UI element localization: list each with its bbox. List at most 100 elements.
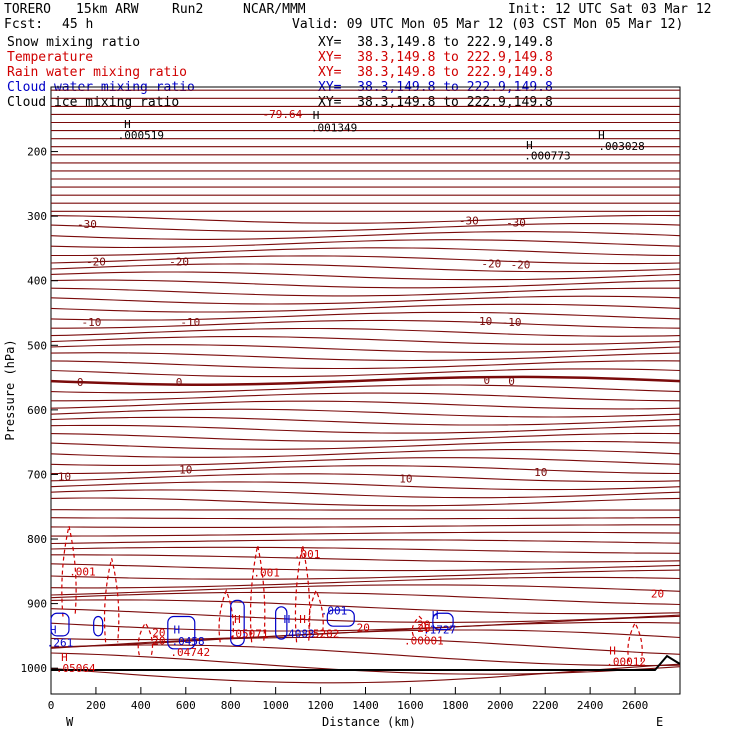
temperature-isotherm: [51, 531, 681, 537]
hydrometeor-contours: [50, 525, 643, 662]
x-tick-label: 400: [131, 699, 151, 712]
annotation-label: .003028: [598, 140, 644, 153]
east-endpoint: E: [656, 715, 663, 729]
x-tick-label: 800: [221, 699, 241, 712]
temperature-isotherm: [50, 400, 681, 410]
contour-label: -30: [506, 217, 526, 230]
annotation-label: .00012: [606, 656, 646, 669]
temperature-isotherm: [51, 465, 681, 475]
annotation-label: .05064: [56, 662, 96, 675]
annotation-label: 20: [417, 622, 430, 635]
annotation-label: H: [50, 623, 57, 636]
field-xy-temperature: XY= 38.3,149.8 to 222.9,149.8: [318, 50, 553, 65]
forecast-label: Fcst:: [4, 17, 44, 32]
annotation-label: -79.64: [263, 108, 303, 121]
y-tick-label: 500: [27, 339, 47, 352]
annotation-label: .001: [253, 567, 280, 580]
temperature-isotherm: [50, 344, 681, 353]
x-tick-label: 2600: [622, 699, 649, 712]
contour-label: 20: [152, 627, 165, 640]
cloud-water-contour: [326, 609, 355, 627]
annotation-label: .001: [294, 548, 321, 561]
annotation-label: H: [299, 613, 306, 626]
terrain-line: [51, 654, 681, 671]
contour-label: 0: [483, 374, 490, 387]
contour-label: 20: [651, 587, 664, 600]
x-tick-label: 1800: [442, 699, 469, 712]
x-axis: 0 200 400 600 800 1000 1200 1400 1600 1800 2000 220…: [48, 687, 649, 712]
temperature-isotherm: [50, 303, 681, 313]
temperature-isotherm: [50, 352, 681, 362]
annotation-label: H: [173, 623, 180, 636]
cloud-water-contour: [167, 615, 196, 650]
temperature-isotherm: [50, 239, 681, 249]
forecast-hour: 45 h: [62, 17, 94, 32]
annotations: -79.64H.000519H.001349H.000773H.003028.0…: [47, 108, 646, 675]
temperature-isotherm: [50, 481, 681, 491]
temperature-isotherm: [50, 271, 681, 281]
rain-water-contour: [411, 615, 428, 637]
temperature-isotherm: [50, 279, 681, 289]
temperature-isotherm: [50, 440, 681, 450]
annotation-label: H: [313, 109, 320, 122]
contour-label: 0: [77, 376, 84, 389]
x-tick-label: 1600: [397, 699, 424, 712]
annotation-label: H: [526, 139, 533, 152]
contour-label: -10: [81, 316, 101, 329]
field-xy-snow: XY= 38.3,149.8 to 222.9,149.8: [318, 35, 553, 50]
x-tick-label: 200: [86, 699, 106, 712]
rain-water-contour: [218, 589, 234, 643]
y-tick-label: 400: [27, 275, 47, 288]
temperature-isotherm: [50, 255, 681, 265]
y-tick-label: 800: [27, 533, 47, 546]
annotation-label: .000773: [524, 149, 570, 162]
model-name: TORERO: [4, 2, 51, 17]
temperature-isotherm: [50, 591, 681, 606]
x-tick-label: 2400: [577, 699, 604, 712]
y-tick-label: 600: [27, 404, 47, 417]
contour-label: -30: [459, 215, 479, 228]
annotation-label: .5282: [306, 627, 339, 640]
temperature-isotherm: [50, 214, 681, 224]
contour-label: 0: [176, 376, 183, 389]
temperature-isotherm: [50, 629, 681, 648]
contour-label: 10: [399, 472, 412, 485]
temperature-isotherm: [50, 489, 681, 499]
y-tick-label: 900: [27, 598, 47, 611]
y-tick-label: 300: [27, 210, 47, 223]
plot-frame: [50, 86, 681, 695]
west-endpoint: W: [66, 715, 74, 729]
x-tick-label: 1200: [307, 699, 334, 712]
contour-label: -10: [180, 316, 200, 329]
temperature-isotherm: [50, 644, 681, 667]
cloud-water-contour: [93, 615, 104, 637]
annotation-label: 20: [152, 634, 165, 647]
temperature-isotherm: [50, 449, 681, 458]
contour-labels: -30 -30 -30 -20 -20 -20 -20 -10 -10 -10 -10 0 0 0 0 10 1…: [58, 215, 664, 640]
temperature-isotherm: [51, 509, 680, 511]
cloud-water-contour: [50, 612, 70, 637]
rain-water-contour: [249, 545, 266, 643]
temperature-isotherm: [50, 517, 681, 520]
temperature-isotherm: [51, 319, 681, 329]
y-tick-label: 700: [27, 468, 47, 481]
x-tick-label: 2200: [532, 699, 559, 712]
rain-water-contour: [137, 621, 154, 656]
annotation-label: H: [124, 118, 131, 131]
rain-water-contour: [103, 558, 120, 643]
rain-water-contour: [61, 525, 77, 617]
cloud-water-contour: [432, 612, 454, 631]
contour-label: 10: [534, 466, 547, 479]
temperature-isotherm: [50, 576, 681, 589]
cloud-water-contour: [275, 606, 288, 640]
temperature-isotherm: [50, 384, 681, 394]
x-tick-label: 1000: [262, 699, 289, 712]
contour-label: 0: [508, 375, 515, 388]
contour-label: 20: [417, 618, 430, 631]
temperature-isotherm: [50, 432, 681, 442]
x-tick-label: 0: [48, 699, 55, 712]
annotation-label: .261: [47, 636, 74, 649]
contour-label: 20: [357, 621, 370, 634]
contour-label: -20: [86, 255, 106, 268]
